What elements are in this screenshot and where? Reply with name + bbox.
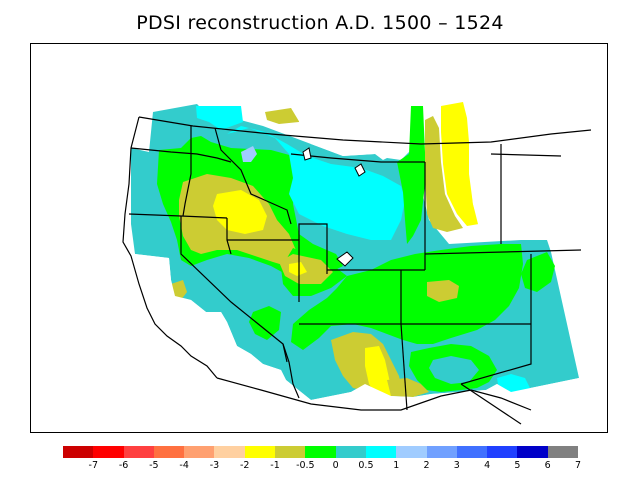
boundaries	[122, 116, 592, 425]
zone-p1-2-wa	[196, 106, 243, 130]
montana-north-white	[291, 108, 375, 156]
lakes	[302, 147, 366, 267]
colorbar-tick-label: -5	[149, 460, 159, 471]
colorbar-swatch	[365, 446, 397, 458]
ca-nv-border	[180, 216, 288, 363]
map-frame	[30, 43, 608, 433]
az-ca-river	[282, 343, 300, 399]
ut-wy-id-border	[298, 223, 328, 274]
colorbar-tick-label: -7	[88, 460, 99, 471]
colorbar-tick-label: 0	[332, 460, 339, 471]
mexico-border	[216, 377, 532, 411]
zone-m05-1-arizona	[365, 346, 393, 396]
colorbar-swatch	[63, 446, 94, 458]
zone-m05-1-utah-core	[289, 262, 307, 276]
colorbar-swatch	[426, 446, 457, 458]
non-data-land	[31, 100, 591, 432]
zone-p2-3-idaho	[241, 146, 257, 162]
colorbar-tick-label: 4	[484, 460, 491, 471]
colorbar-tick-label: -1	[270, 460, 280, 471]
colorbar-swatch	[93, 446, 124, 458]
colorbar-swatch	[396, 446, 427, 458]
colorbar	[63, 446, 579, 458]
colorbar-tick-label: -3	[209, 460, 220, 471]
great-salt-lake	[336, 251, 354, 267]
zone-p1-2-interior	[227, 126, 405, 240]
colorbar-tick-label: 7	[574, 460, 582, 471]
yellowstone-lake	[354, 163, 366, 177]
wa-or-border	[130, 147, 232, 163]
zone-m0-05-colorado	[427, 280, 459, 302]
zone-p05-1-nm	[429, 356, 479, 384]
colorbar-tick-label: -2	[240, 460, 250, 471]
pdsi-map	[31, 100, 592, 432]
colorbar-tick-label: 6	[544, 460, 551, 471]
nd-sd-border	[490, 153, 562, 157]
colorbar-swatch	[305, 446, 336, 458]
zone-m0-05-nm-south	[387, 378, 429, 397]
colorbar-labels: -7 -6 -5 -4 -3 -2 -1 -0.5 0 0.5 1 2 3 4 5 6 7	[63, 460, 582, 474]
colorbar-tick-label: 1	[393, 460, 400, 471]
colorbar-tick-label: -6	[118, 460, 129, 471]
zone-m0-05-california	[171, 280, 187, 300]
colorbar-tick-label: -4	[179, 460, 189, 471]
map-title: PDSI reconstruction A.D. 1500 – 1524	[136, 12, 504, 34]
colorbar-swatch	[335, 446, 366, 458]
id-wa-border	[182, 126, 192, 217]
colorbar-swatch	[517, 446, 548, 458]
colorbar-swatch	[275, 446, 306, 458]
flathead-lake	[302, 147, 312, 161]
colorbar-swatch	[184, 446, 215, 458]
colorbar-tick-label: 2	[423, 460, 430, 471]
zone-m0-05-montana-n	[265, 108, 301, 124]
colorbar-swatch	[456, 446, 488, 458]
dakota-white	[469, 100, 561, 240]
az-nm-border	[400, 323, 408, 411]
colorbar-swatch	[123, 446, 154, 458]
zone-p0-05-east	[397, 106, 425, 244]
colorbar-tick-label: 5	[514, 460, 521, 471]
colorbar-tick-label: 3	[453, 460, 460, 471]
colorbar-swatch	[214, 446, 245, 458]
zone-p0-05-texas	[521, 252, 555, 292]
pacific-coast	[122, 116, 218, 379]
zone-m0-05-dakota	[425, 116, 463, 232]
rio-grande	[460, 383, 522, 425]
zone-m05-1-dakota	[441, 102, 479, 226]
colorbar-tick-label: 0.5	[358, 460, 374, 471]
nm-tx-border	[460, 324, 532, 385]
ne-ks-border	[424, 249, 582, 255]
colorbar-swatch	[487, 446, 518, 458]
us-canada-border	[138, 116, 592, 145]
colorbar-swatch	[153, 446, 185, 458]
id-mt-border	[214, 127, 292, 225]
zone-p0-05-nevada-s	[249, 306, 281, 340]
zone-m0-05-utah	[279, 254, 333, 284]
colorbar-swatch	[547, 446, 579, 458]
colorbar-tick-label: -0.5	[296, 460, 315, 471]
california-coast-white	[31, 244, 591, 432]
colorbar-swatch	[244, 446, 276, 458]
